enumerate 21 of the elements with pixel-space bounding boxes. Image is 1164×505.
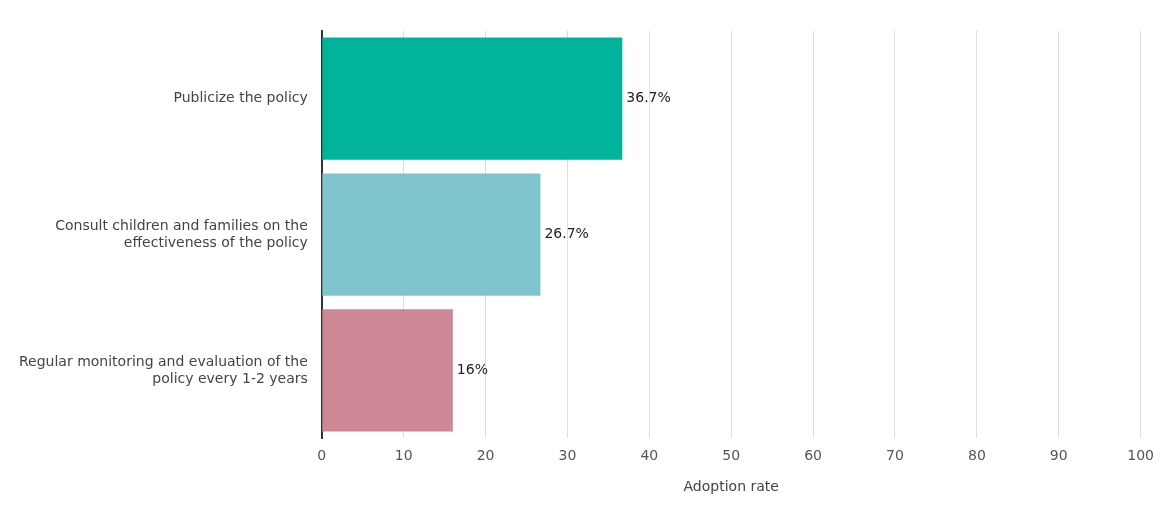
data-label: 36.7% (626, 89, 671, 106)
data-label: 26.7% (544, 225, 589, 242)
data-label: 16% (456, 361, 488, 378)
x-tick-label: 70 (886, 447, 904, 464)
x-tick-label: 60 (804, 447, 823, 464)
x-tick-label: 0 (317, 447, 327, 464)
x-axis-title: Adoption rate (683, 478, 779, 495)
y-tick-label: Publicize the policy (173, 89, 308, 106)
x-tick-label: 40 (640, 447, 659, 464)
y-tick-label: Regular monitoring and evaluation of the policy every 1-2 years (18, 352, 308, 386)
bar (322, 173, 541, 296)
x-tick-label: 30 (558, 447, 577, 464)
x-tick-label: 100 (1127, 447, 1155, 464)
x-tick-label: 50 (722, 447, 741, 464)
bar (322, 309, 453, 432)
x-tick-label: 20 (476, 447, 495, 464)
y-tick-label: Consult children and families on the effectiveness of the policy (55, 216, 308, 250)
x-tick-label: 80 (967, 447, 986, 464)
x-tick-label: 10 (394, 447, 413, 464)
bar (322, 37, 623, 160)
x-tick-label: 90 (1049, 447, 1068, 464)
